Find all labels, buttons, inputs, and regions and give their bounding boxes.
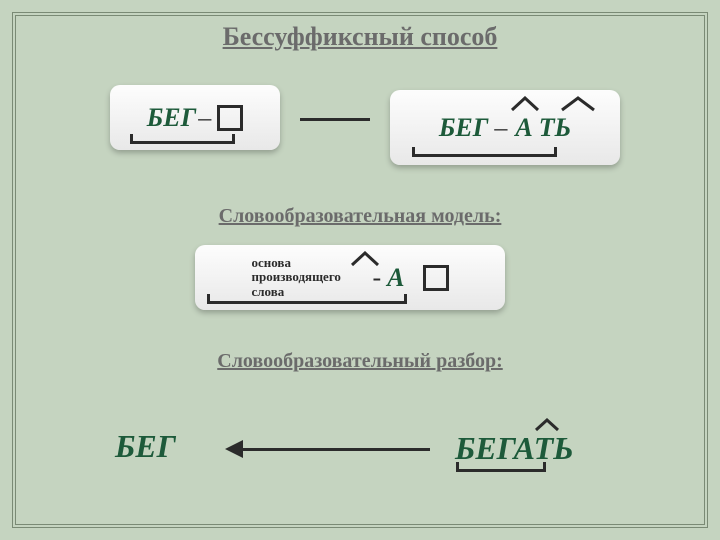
word-card-verb: БЕГ – А ТЬ: [390, 90, 620, 165]
arrow-head-icon: [225, 440, 243, 458]
word-card-noun: БЕГ –: [110, 85, 280, 150]
root-text: БЕГ: [439, 113, 489, 143]
slide-title: Бессуффиксный способ: [0, 22, 720, 52]
base-bracket: [456, 462, 546, 472]
dash: –: [494, 113, 507, 143]
result-word: БЕГ: [115, 430, 176, 462]
ending-text: ТЬ: [539, 113, 571, 143]
model-card: основа производящего слова - А: [195, 245, 505, 310]
ending-hat-icon: [560, 96, 596, 112]
subtitle-analysis: Словообразовательный разбор:: [0, 350, 720, 373]
suffix-hat-icon: [534, 418, 560, 432]
base-label-line: производящего: [251, 270, 366, 284]
ending-box-empty: [217, 105, 243, 131]
suffix-hat-icon: [350, 251, 380, 267]
root-text: БЕГ: [147, 103, 197, 133]
dash: –: [198, 103, 211, 133]
suffix-hat-icon: [510, 96, 540, 112]
arrow-line: [240, 448, 430, 451]
suffix-text: А: [515, 113, 532, 143]
base-bracket: [412, 147, 557, 157]
base-bracket: [207, 294, 407, 304]
dash: -: [372, 263, 381, 293]
subtitle-model: Словообразовательная модель:: [0, 205, 720, 228]
ending-box-empty: [423, 265, 449, 291]
connector-line: [300, 118, 370, 121]
suffix-text: А: [387, 263, 404, 293]
base-bracket: [130, 134, 235, 144]
